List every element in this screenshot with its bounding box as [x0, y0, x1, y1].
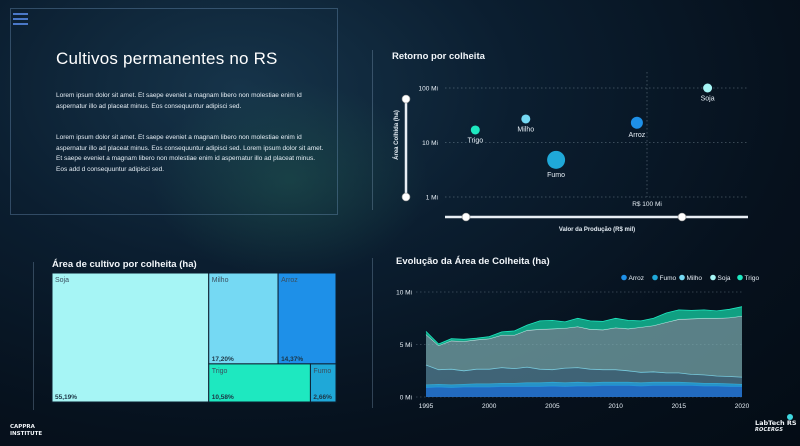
scatter-point-label: Milho	[517, 126, 534, 133]
treemap-cell-share: 10,58%	[212, 394, 234, 401]
brand-line-2: INSTITUTE	[10, 430, 43, 437]
scatter-point-label: Soja	[701, 96, 715, 103]
area-x-tick: 2020	[735, 403, 750, 410]
area-legend-marker-arroz	[621, 274, 627, 281]
labtech-title: LabTech RS	[755, 419, 797, 427]
area-legend-label: Soja	[718, 275, 731, 282]
scatter-point-milho	[521, 114, 531, 124]
treemap-cell-soja	[51, 272, 210, 403]
treemap-cell-fumo	[309, 363, 337, 403]
treemap-cell-share: 55,19%	[55, 394, 77, 401]
treemap-cell-label: Soja	[55, 277, 69, 284]
scatter-point-fumo	[547, 150, 566, 169]
scatter-point-label: Fumo	[547, 172, 565, 179]
area-legend-label: Arroz	[629, 275, 645, 282]
hamburger-menu-icon[interactable]	[13, 13, 28, 25]
intro-panel: Cultivos permanentes no RS Lorem ipsum d…	[10, 8, 338, 215]
area-legend-label: Milho	[687, 275, 703, 282]
area-series-arroz	[426, 385, 742, 397]
treemap-title: Área de cultivo por colheita (ha)	[52, 259, 197, 270]
area-x-tick: 2005	[545, 403, 560, 410]
area-title: Evolução da Área de Colheita (ha)	[396, 256, 550, 267]
divider-treemap	[33, 262, 34, 410]
area-series-fumo	[426, 382, 742, 388]
area-legend-marker-trigo	[737, 274, 743, 281]
area-legend-label: Fumo	[660, 275, 677, 282]
area-series-line-arroz	[425, 385, 742, 389]
scatter-x-slider-handle-right	[677, 212, 687, 222]
treemap-cell-share: 14,37%	[281, 356, 303, 363]
scatter-x-label: Valor da Produção (R$ mil)	[559, 227, 635, 233]
area-x-tick: 2015	[672, 403, 687, 410]
treemap-cell-milho	[208, 272, 279, 365]
scatter-point-arroz	[630, 116, 643, 129]
labtech-badge-icon	[787, 414, 793, 420]
area-series-trigo	[426, 306, 742, 346]
area-y-tick: 5 Mi	[400, 342, 412, 349]
area-series-soja	[426, 316, 742, 378]
page-title: Cultivos permanentes no RS	[56, 49, 278, 68]
area-series-milho	[426, 365, 742, 385]
area-x-tick: 2000	[482, 403, 497, 410]
scatter-point-label: Trigo	[467, 137, 483, 144]
area-y-tick: 10 Mi	[396, 290, 412, 297]
brand-line-1: CAPPRA	[10, 424, 35, 430]
area-series-line-trigo	[425, 306, 743, 345]
treemap-cell-share: 17,20%	[212, 356, 234, 363]
treemap-cell-arroz	[277, 272, 337, 365]
background-glow	[150, 80, 430, 280]
area-series-line-soja	[425, 315, 743, 347]
area-y-tick: 0 Mi	[400, 395, 412, 402]
treemap-cell-trigo	[208, 363, 311, 403]
scatter-title: Retorno por colheita	[392, 51, 485, 62]
area-series-line-milho	[425, 364, 743, 378]
area-legend-label: Trigo	[745, 275, 760, 282]
cappra-logo: CAPPRA INSTITUTE	[10, 424, 42, 437]
intro-paragraph-1: Lorem ipsum dolor sit amet. Et saepe eve…	[56, 92, 302, 110]
area-legend-marker-soja	[710, 274, 716, 281]
divider-scatter	[372, 50, 373, 210]
treemap-cell-label: Fumo	[313, 368, 331, 375]
intro-paragraph-2: Lorem ipsum dolor sit amet. Et saepe eve…	[56, 134, 324, 173]
treemap-cell-share: 2,66%	[313, 394, 332, 401]
labtech-logo: LabTech RS ROCERGS	[755, 419, 797, 433]
scatter-x-tick: R$ 100 Mi	[632, 201, 662, 208]
treemap-cell-label: Trigo	[212, 368, 228, 375]
scatter-point-label: Arroz	[629, 132, 646, 139]
scatter-point-trigo	[470, 125, 480, 135]
area-series-line-fumo	[425, 381, 743, 386]
area-x-tick: 2010	[608, 403, 623, 410]
rocergs-label: ROCERGS	[755, 427, 784, 433]
area-legend-marker-fumo	[652, 274, 658, 281]
scatter-point-soja	[703, 83, 713, 93]
scatter-x-slider-handle-left	[461, 212, 471, 222]
area-legend-marker-milho	[679, 274, 685, 281]
divider-area	[372, 258, 373, 408]
area-x-tick: 1995	[419, 403, 434, 410]
